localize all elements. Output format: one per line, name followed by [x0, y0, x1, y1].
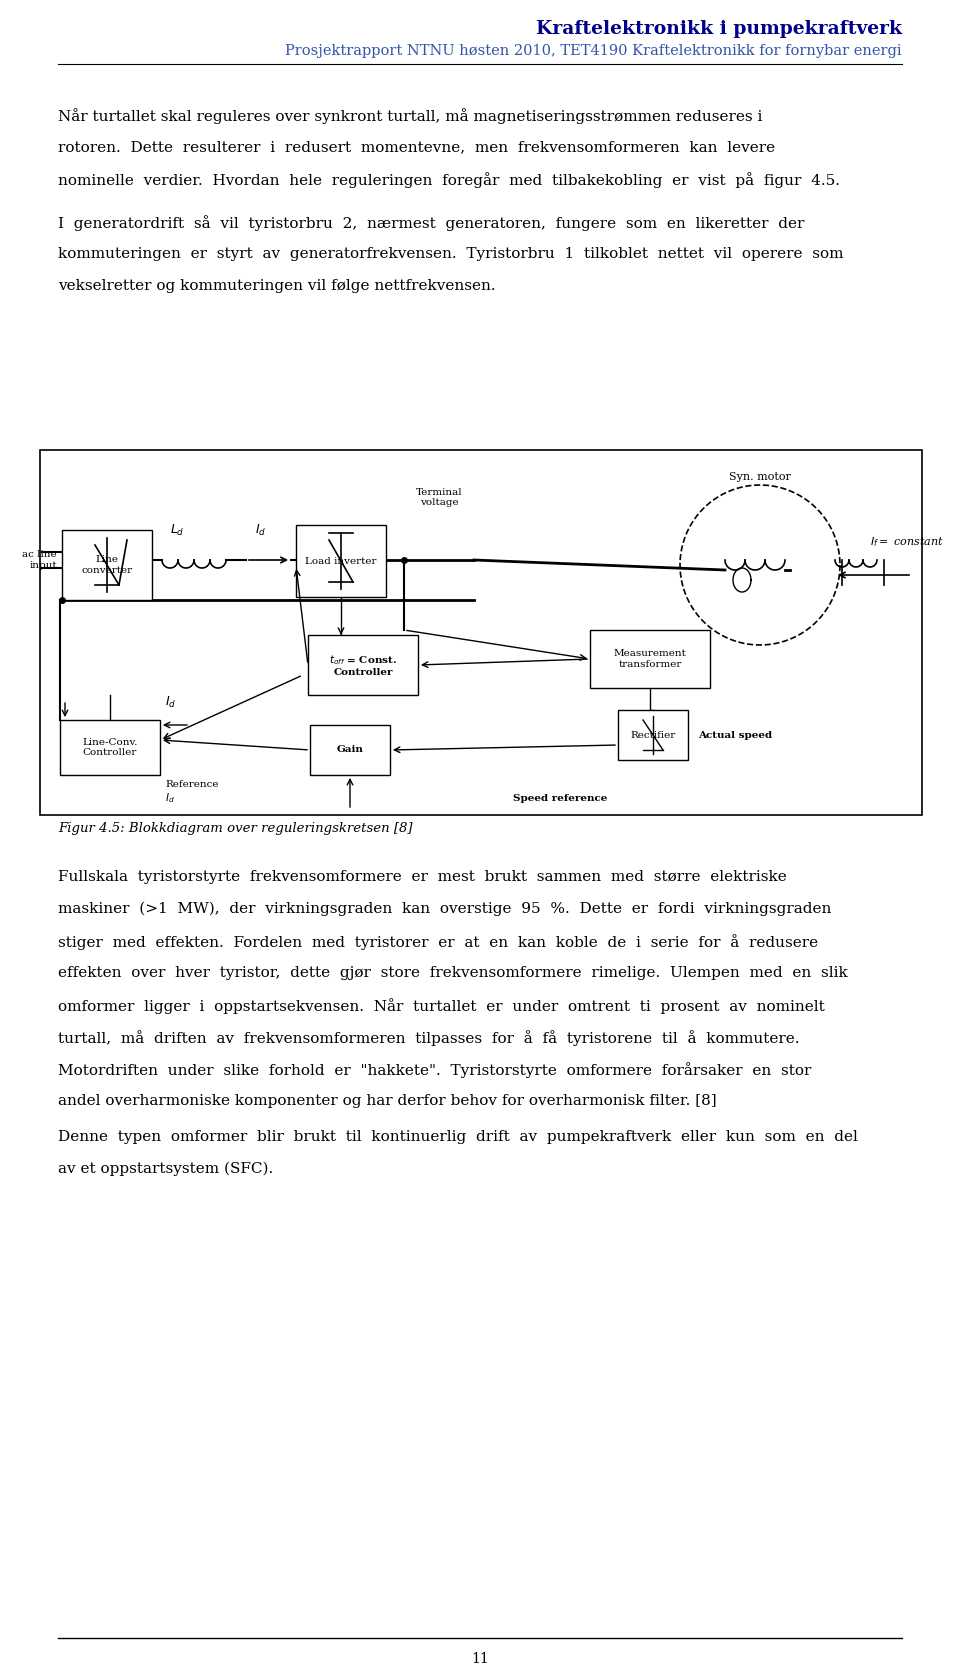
Text: I  generatordrift  så  vil  tyristorbru  2,  nærmest  generatoren,  fungere  som: I generatordrift så vil tyristorbru 2, n…	[58, 215, 804, 232]
Text: Measurement
transformer: Measurement transformer	[613, 649, 686, 670]
Bar	[310, 725, 390, 775]
Text: stiger  med  effekten.  Fordelen  med  tyristorer  er  at  en  kan  koble  de  i: stiger med effekten. Fordelen med tyrist…	[58, 935, 818, 950]
Text: $I_d$: $I_d$	[165, 695, 177, 710]
Text: vekselretter og kommuteringen vil følge nettfrekvensen.: vekselretter og kommuteringen vil følge …	[58, 279, 495, 294]
Bar	[296, 525, 386, 597]
Text: turtall,  må  driften  av  frekvensomformeren  tilpasses  for  å  få  tyristoren: turtall, må driften av frekvensomformere…	[58, 1030, 800, 1045]
Text: Syn. motor: Syn. motor	[729, 472, 791, 482]
Text: kommuteringen  er  styrt  av  generatorfrekvensen.  Tyristorbru  1  tilkoblet  n: kommuteringen er styrt av generatorfrekv…	[58, 247, 844, 262]
Text: Kraftelektronikk i pumpekraftverk: Kraftelektronikk i pumpekraftverk	[536, 20, 902, 39]
Text: Figur 4.5: Blokkdiagram over reguleringskretsen [8]: Figur 4.5: Blokkdiagram over regulerings…	[58, 822, 413, 836]
Text: 11: 11	[471, 1653, 489, 1666]
Text: Gain: Gain	[337, 745, 364, 755]
Text: $I_d$: $I_d$	[255, 524, 267, 539]
Text: Load inverter: Load inverter	[305, 557, 376, 565]
Text: andel overharmoniske komponenter og har derfor behov for overharmonisk filter. [: andel overharmoniske komponenter og har …	[58, 1094, 716, 1107]
Text: Reference
$I_d$: Reference $I_d$	[165, 780, 219, 805]
Text: $t_{off}$ = Const.
Controller: $t_{off}$ = Const. Controller	[329, 653, 397, 678]
Text: ac line
input: ac line input	[22, 550, 57, 571]
Bar	[40, 450, 922, 816]
Text: rotoren.  Dette  resulterer  i  redusert  momentevne,  men  frekvensomformeren  : rotoren. Dette resulterer i redusert mom…	[58, 139, 775, 154]
Text: Line
converter: Line converter	[82, 555, 132, 574]
Text: Line-Conv.
Controller: Line-Conv. Controller	[83, 738, 137, 757]
Bar	[62, 530, 152, 601]
Text: effekten  over  hver  tyristor,  dette  gjør  store  frekvensomformere  rimelige: effekten over hver tyristor, dette gjør …	[58, 967, 848, 980]
Text: Prosjektrapport NTNU høsten 2010, TET4190 Kraftelektronikk for fornybar energi: Prosjektrapport NTNU høsten 2010, TET419…	[285, 44, 902, 59]
Text: Terminal
voltage: Terminal voltage	[416, 488, 463, 507]
Bar	[308, 634, 418, 695]
Text: Denne  typen  omformer  blir  brukt  til  kontinuerlig  drift  av  pumpekraftver: Denne typen omformer blir brukt til kont…	[58, 1129, 858, 1144]
Bar	[618, 710, 688, 760]
Text: omformer  ligger  i  oppstartsekvensen.  Når  turtallet  er  under  omtrent  ti : omformer ligger i oppstartsekvensen. Når…	[58, 998, 825, 1014]
Text: Fullskala  tyristorstyrte  frekvensomformere  er  mest  brukt  sammen  med  stør: Fullskala tyristorstyrte frekvensomforme…	[58, 869, 787, 884]
Text: Rectifier: Rectifier	[631, 730, 676, 740]
Text: $L_d$: $L_d$	[170, 524, 184, 539]
Text: Når turtallet skal reguleres over synkront turtall, må magnetiseringsstrømmen re: Når turtallet skal reguleres over synkro…	[58, 107, 762, 124]
Text: Actual speed: Actual speed	[698, 730, 772, 740]
Text: nominelle  verdier.  Hvordan  hele  reguleringen  foregår  med  tilbakekobling  : nominelle verdier. Hvordan hele reguleri…	[58, 173, 840, 188]
Text: $I_f =\ $constant: $I_f =\ $constant	[870, 535, 944, 549]
Text: maskiner  (>1  MW),  der  virkningsgraden  kan  overstige  95  %.  Dette  er  fo: maskiner (>1 MW), der virkningsgraden ka…	[58, 903, 831, 916]
Text: Speed reference: Speed reference	[513, 794, 607, 804]
Bar	[60, 720, 160, 775]
Text: av et oppstartsystem (SFC).: av et oppstartsystem (SFC).	[58, 1161, 274, 1176]
Bar	[590, 629, 710, 688]
Text: Motordriften  under  slike  forhold  er  "hakkete".  Tyristorstyrte  omformere  : Motordriften under slike forhold er "hak…	[58, 1062, 811, 1077]
